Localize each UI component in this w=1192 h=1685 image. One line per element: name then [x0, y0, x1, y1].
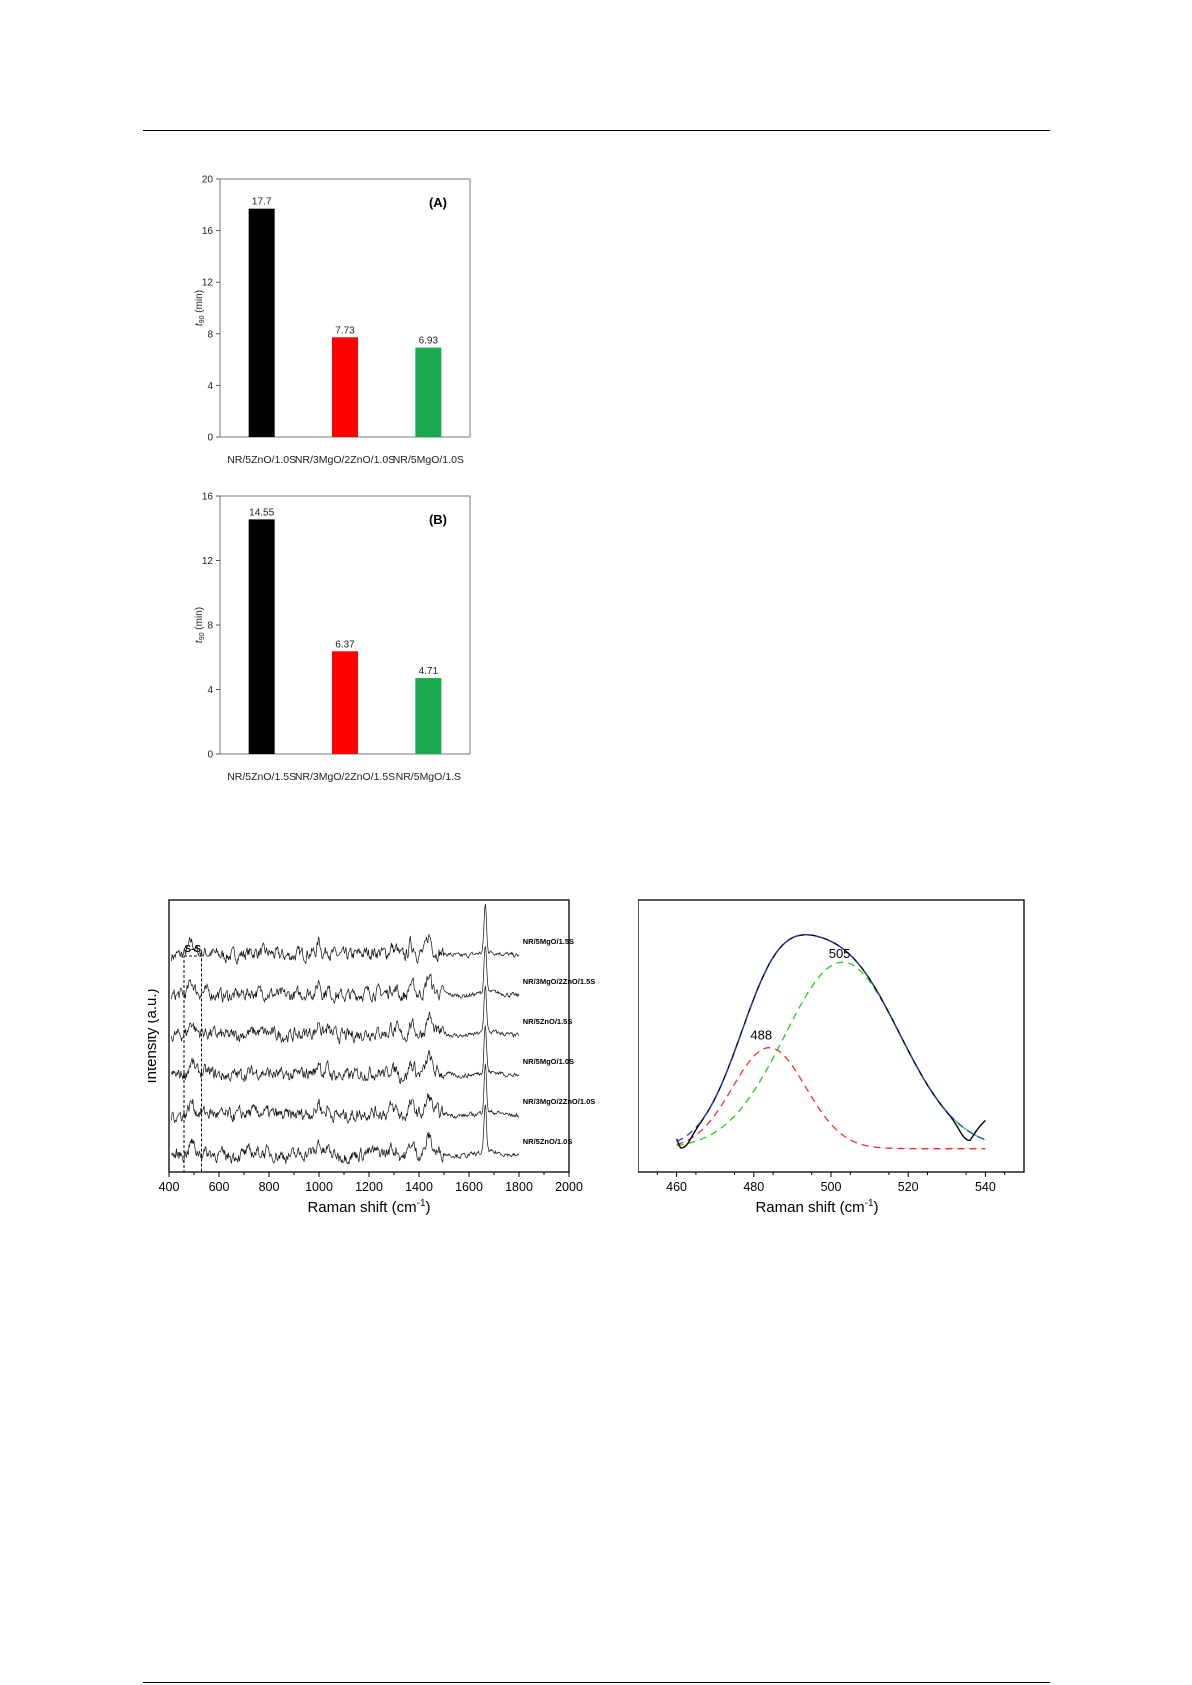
chart-a-category-label-0: NR/5ZnO/1.0S — [227, 454, 296, 466]
raman-xtick-label-0: 400 — [159, 1180, 180, 1194]
raman-xtick-label-2: 800 — [259, 1180, 280, 1194]
chart-a-bar-2 — [415, 347, 442, 437]
bar-chart-a: 0 4 8 12 16 20 t90 (min) (A) 17.7 NR/5ZnO/1.0S 7.7… — [190, 165, 510, 475]
chart-a-ytick-label-1: 4 — [207, 381, 213, 392]
chart-a-ytick-label-0: 0 — [207, 433, 213, 444]
fit-peak-label-505: 505 — [829, 946, 851, 961]
chart-b-value-label-0: 14.55 — [249, 507, 274, 518]
chart-a-value-label-2: 6.93 — [419, 336, 439, 347]
raman-xtick-label-4: 1200 — [355, 1180, 383, 1194]
fit-xtick-label-2: 500 — [821, 1180, 842, 1194]
raman-xtick-label-6: 1600 — [455, 1180, 483, 1194]
chart-b-ytick-label-4: 16 — [202, 492, 214, 503]
chart-a-panel-label: (A) — [429, 195, 447, 210]
chart-a-value-label-0: 17.7 — [252, 197, 272, 208]
bar-chart-b: 0 4 8 12 16 t90 (min) (B) 14.55 NR/5ZnO/1.5S 6.37… — [190, 482, 510, 792]
fit-component-488 — [676, 1047, 986, 1150]
fit-component-505 — [676, 961, 986, 1147]
header-rule — [143, 130, 1050, 131]
raman-series-1 — [171, 946, 520, 1004]
raman-series-label-5: NR/5ZnO/1.0S — [523, 1137, 573, 1146]
chart-b-ytick-label-2: 8 — [207, 621, 213, 632]
fit-xlabel: Raman shift (cm-1) — [755, 1198, 878, 1216]
raman-series-4 — [171, 1063, 520, 1124]
raman-series-label-1: NR/3MgO/2ZnO/1.5S — [523, 977, 596, 986]
ss-annotation-label: S-S — [184, 944, 201, 955]
chart-b-ytick-label-1: 4 — [207, 685, 213, 696]
chart-b-bar-0 — [248, 519, 275, 754]
fit-peak-label-488: 488 — [750, 1028, 772, 1043]
fit-envelope-curve — [676, 934, 986, 1143]
raman-series-label-0: NR/5MgO/1.5S — [523, 937, 574, 946]
chart-a-value-label-1: 7.73 — [335, 325, 355, 336]
bar-chart-a-svg: 0 4 8 12 16 20 t90 (min) (A) 17.7 NR/5ZnO/1.0S 7.7… — [194, 175, 471, 466]
chart-a-bar-0 — [248, 208, 275, 437]
chart-a-category-label-2: NR/5MgO/1.0S — [393, 454, 464, 466]
bar-chart-b-svg: 0 4 8 12 16 t90 (min) (B) 14.55 NR/5ZnO/1.5S 6.37… — [194, 492, 471, 783]
fit-xtick-label-0: 460 — [666, 1180, 687, 1194]
chart-b-category-label-2: NR/5MgO/1.S — [396, 771, 461, 783]
chart-b-bar-2 — [415, 678, 442, 754]
chart-b-ylabel: t90 (min) — [194, 607, 206, 643]
chart-a-ytick-label-4: 16 — [202, 226, 214, 237]
raman-series-label-4: NR/3MgO/2ZnO/1.0S — [523, 1097, 596, 1106]
chart-b-value-label-2: 4.71 — [419, 666, 439, 677]
fit-xtick-label-3: 520 — [898, 1180, 919, 1194]
chart-a-bar-1 — [332, 337, 358, 437]
chart-b-bar-1 — [332, 651, 358, 754]
footer-rule — [143, 1682, 1050, 1683]
fit-xtick-label-1: 480 — [743, 1180, 764, 1194]
raman-series-3 — [171, 1025, 520, 1085]
chart-a-ytick-label-3: 12 — [202, 278, 214, 289]
raman-ylabel: Intensity (a.u.) — [148, 988, 160, 1083]
raman-series-label-3: NR/5MgO/1.0S — [523, 1057, 574, 1066]
raman-series-label-2: NR/5ZnO/1.5S — [523, 1017, 573, 1026]
raman-xtick-label-5: 1400 — [405, 1180, 433, 1194]
fit-xtick-label-4: 540 — [975, 1180, 996, 1194]
chart-b-value-label-1: 6.37 — [335, 639, 355, 650]
raman-spectra-chart: 400 600 800 1000 1200 1400 1600 1800 2000 Raman s… — [148, 890, 618, 1220]
chart-a-ylabel: t90 (min) — [194, 290, 206, 326]
chart-b-category-label-0: NR/5ZnO/1.5S — [227, 771, 296, 783]
raman-series-0 — [171, 903, 520, 965]
raman-xtick-label-7: 1800 — [505, 1180, 533, 1194]
fit-measured-curve — [675, 934, 986, 1149]
raman-spectra-svg: 400 600 800 1000 1200 1400 1600 1800 2000 Raman s… — [148, 899, 596, 1216]
raman-xtick-label-1: 600 — [209, 1180, 230, 1194]
chart-b-category-label-1: NR/3MgO/2ZnO/1.5S — [295, 771, 395, 783]
ss-annotation-box — [183, 955, 202, 1173]
raman-series-2 — [171, 985, 520, 1045]
chart-a-category-label-1: NR/3MgO/2ZnO/1.0S — [295, 454, 395, 466]
chart-a-ytick-label-2: 8 — [207, 329, 213, 340]
chart-b-panel-label: (B) — [429, 512, 447, 527]
chart-b-ytick-label-3: 12 — [202, 556, 214, 567]
raman-xtick-label-3: 1000 — [305, 1180, 333, 1194]
raman-series-5 — [171, 1104, 520, 1165]
chart-a-ytick-label-5: 20 — [202, 175, 214, 186]
chart-b-ytick-label-0: 0 — [207, 750, 213, 761]
raman-xtick-label-8: 2000 — [555, 1180, 583, 1194]
raman-xlabel: Raman shift (cm-1) — [307, 1198, 430, 1216]
